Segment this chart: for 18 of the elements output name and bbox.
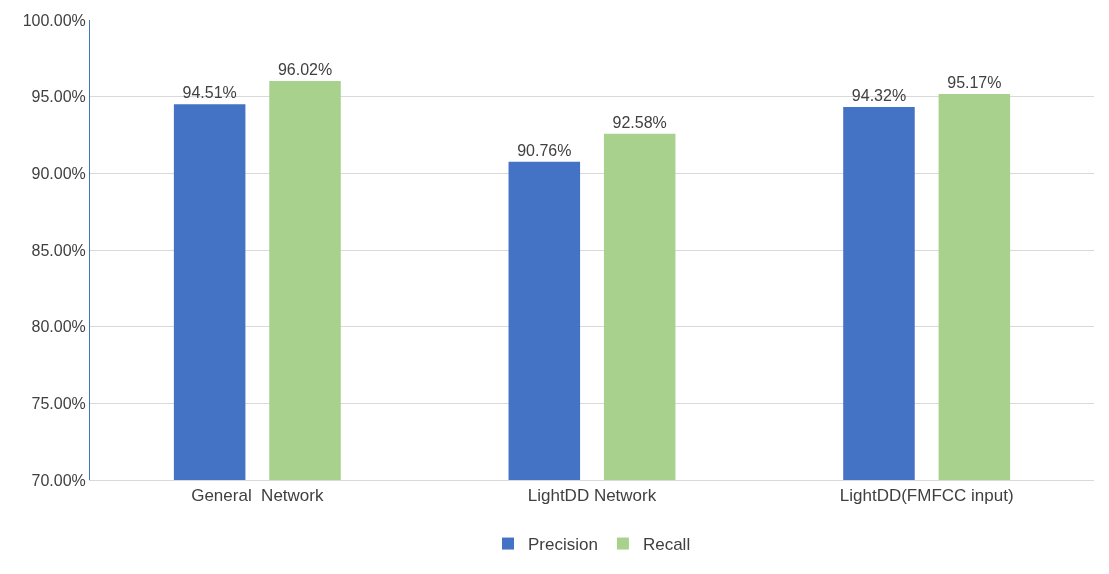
data-label: 96.02% bbox=[277, 61, 333, 79]
x-tick-label: General Network bbox=[191, 486, 324, 506]
y-tick-label: 95.00% bbox=[31, 88, 86, 106]
y-tick-label: 100.00% bbox=[22, 11, 86, 29]
x-tick-label: LightDD(FMFCC input) bbox=[839, 486, 1014, 506]
data-label: 94.51% bbox=[182, 84, 237, 102]
data-label: 90.76% bbox=[517, 141, 572, 159]
legend-label: Recall bbox=[642, 535, 691, 555]
data-label: 95.17% bbox=[947, 74, 1002, 92]
y-tick-label: 75.00% bbox=[31, 394, 86, 412]
y-tick-label: 90.00% bbox=[31, 164, 86, 182]
y-tick-label: 70.00% bbox=[31, 471, 86, 489]
x-tick-label: LightDD Network bbox=[527, 486, 657, 506]
legend-label: Precision bbox=[528, 535, 598, 555]
y-tick-label: 80.00% bbox=[31, 318, 86, 336]
y-tick-label: 85.00% bbox=[31, 241, 86, 259]
data-label: 92.58% bbox=[612, 113, 667, 131]
data-label: 94.32% bbox=[851, 87, 907, 105]
